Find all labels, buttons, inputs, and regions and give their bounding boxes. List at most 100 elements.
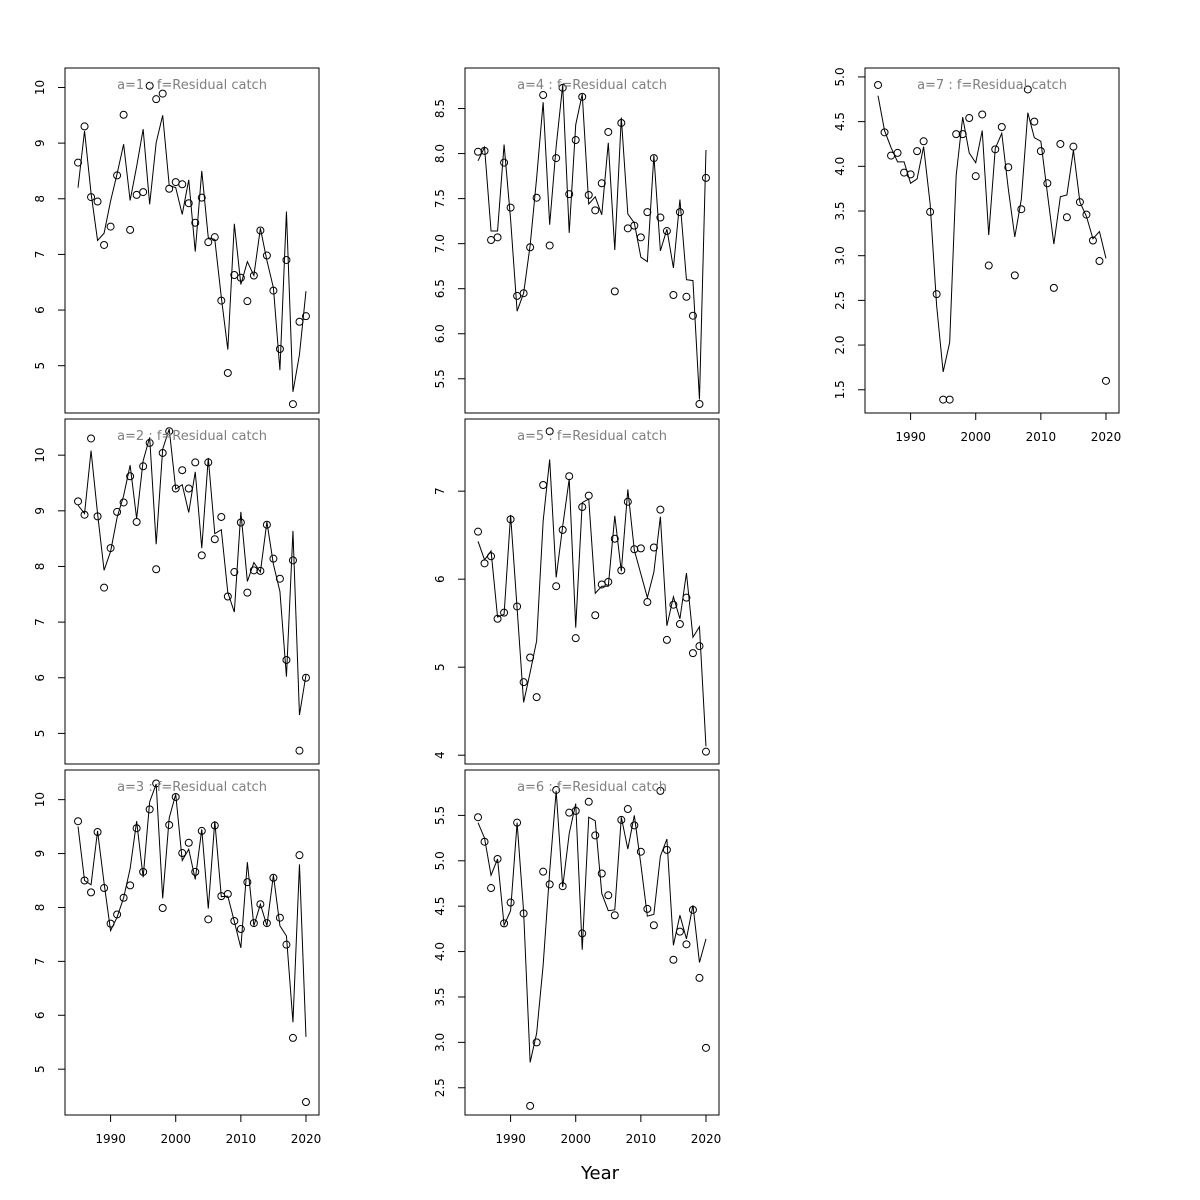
- observed-point: [217, 512, 226, 521]
- panels: 5 6 7 8 9 10 a=1 : f=Residual catch 5 6 7 8 9 10 a=2 …: [33, 67, 1121, 1146]
- observed-point: [597, 179, 606, 188]
- observed-point: [526, 653, 535, 662]
- observed-point: [584, 491, 593, 500]
- y-tick-label: 1.5: [833, 380, 847, 399]
- x-tick-label: 2000: [560, 1132, 591, 1146]
- observed-point: [688, 311, 697, 320]
- observed-point: [191, 458, 200, 467]
- observed-point: [591, 831, 600, 840]
- observed-point: [513, 291, 522, 300]
- y-tick-label: 6: [33, 674, 47, 682]
- observed-point: [682, 292, 691, 301]
- panel-frame: [464, 67, 720, 414]
- observed-point: [578, 92, 587, 101]
- observed-point: [236, 518, 245, 527]
- x-tick-label: 1990: [895, 430, 926, 444]
- observed-point: [506, 203, 515, 212]
- observed-point: [74, 158, 83, 167]
- observed-point: [243, 588, 252, 597]
- observed-point: [249, 271, 258, 280]
- observed-point: [565, 190, 574, 199]
- observed-point: [578, 503, 587, 512]
- x-tick-label: 2020: [1091, 430, 1122, 444]
- observed-point: [256, 566, 265, 575]
- observed-point: [1010, 271, 1019, 280]
- observed-point: [288, 400, 297, 409]
- observed-point: [87, 193, 96, 202]
- observed-point: [623, 805, 632, 814]
- x-tick-label: 1990: [95, 1132, 126, 1146]
- observed-point: [210, 821, 219, 830]
- observed-point: [223, 368, 232, 377]
- observed-point: [617, 815, 626, 824]
- observed-point: [236, 925, 245, 934]
- observed-point: [282, 940, 291, 949]
- observed-point: [178, 466, 187, 475]
- observed-point: [230, 271, 239, 279]
- observed-point: [132, 190, 141, 199]
- observed-point: [80, 876, 89, 885]
- observed-point: [74, 817, 83, 826]
- y-tick-label: 10: [33, 80, 47, 95]
- observed-point: [262, 520, 271, 529]
- observed-point: [197, 551, 206, 560]
- panel-frame: [64, 418, 320, 765]
- observed-point: [597, 580, 606, 589]
- y-tick-label: 9: [33, 507, 47, 515]
- observed-point: [630, 221, 639, 230]
- y-tick-label: 5: [33, 1065, 47, 1073]
- observed-point: [126, 472, 135, 481]
- observed-point: [145, 81, 154, 90]
- x-tick-label: 2020: [291, 1132, 322, 1146]
- observed-point: [487, 552, 496, 561]
- observed-point: [100, 583, 109, 592]
- observed-point: [675, 620, 684, 629]
- x-tick-label: 2010: [626, 1132, 657, 1146]
- observed-point: [565, 472, 574, 481]
- observed-point: [106, 919, 115, 928]
- y-tick-label: 8.0: [433, 144, 447, 163]
- y-tick-label: 5.0: [433, 851, 447, 870]
- observed-point: [1036, 147, 1045, 156]
- y-tick-label: 2.0: [833, 336, 847, 355]
- y-tick-label: 7.0: [433, 234, 447, 253]
- observed-point: [295, 851, 304, 860]
- observed-point: [165, 184, 174, 193]
- observed-point: [282, 655, 291, 664]
- observed-point: [236, 273, 245, 282]
- observed-point: [217, 296, 226, 305]
- observed-point: [249, 919, 258, 928]
- observed-point: [532, 193, 541, 202]
- observed-point: [669, 600, 678, 609]
- observed-point: [191, 867, 200, 876]
- observed-point: [571, 136, 580, 145]
- x-tick-label: 2010: [1026, 430, 1057, 444]
- y-tick-label: 3.0: [833, 246, 847, 265]
- y-tick-label: 4: [433, 751, 447, 759]
- observed-point: [630, 821, 639, 830]
- observed-point: [1101, 376, 1110, 385]
- observed-point: [662, 635, 671, 644]
- fitted-series-line: [77, 428, 307, 716]
- observed-point: [519, 678, 528, 687]
- observed-point: [971, 172, 980, 181]
- observed-point: [93, 827, 102, 836]
- observed-point: [513, 818, 522, 827]
- observed-point: [649, 154, 658, 163]
- observed-point: [932, 290, 941, 299]
- observed-point: [669, 955, 678, 964]
- observed-point: [984, 261, 993, 270]
- x-tick-label: 2020: [691, 1132, 722, 1146]
- observed-point: [571, 634, 580, 643]
- observed-point: [1017, 205, 1026, 214]
- observed-point: [682, 940, 691, 949]
- y-tick-label: 2.5: [433, 1078, 447, 1097]
- observed-point: [880, 128, 889, 137]
- y-tick-label: 6.5: [433, 279, 447, 298]
- y-tick-label: 4.5: [433, 897, 447, 916]
- y-tick-label: 5: [33, 362, 47, 370]
- observed-point: [926, 207, 935, 216]
- panel-frame: [64, 67, 320, 414]
- observed-point: [480, 837, 489, 846]
- observed-point: [532, 1038, 541, 1047]
